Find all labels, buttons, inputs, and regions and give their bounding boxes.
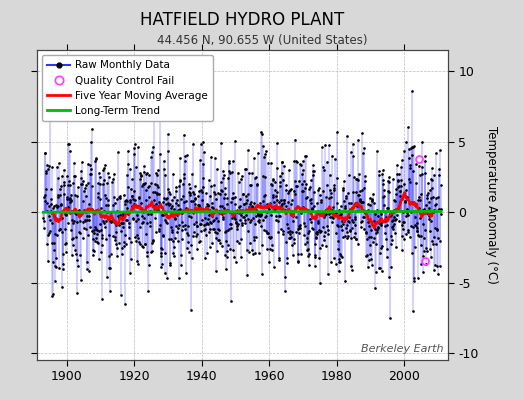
Legend: Raw Monthly Data, Quality Control Fail, Five Year Moving Average, Long-Term Tren: Raw Monthly Data, Quality Control Fail, … xyxy=(42,55,213,121)
Text: Berkeley Earth: Berkeley Earth xyxy=(362,344,444,354)
Title: HATFIELD HYDRO PLANT: HATFIELD HYDRO PLANT xyxy=(140,11,344,29)
Text: 44.456 N, 90.655 W (United States): 44.456 N, 90.655 W (United States) xyxy=(157,34,367,47)
Y-axis label: Temperature Anomaly (°C): Temperature Anomaly (°C) xyxy=(485,126,498,284)
